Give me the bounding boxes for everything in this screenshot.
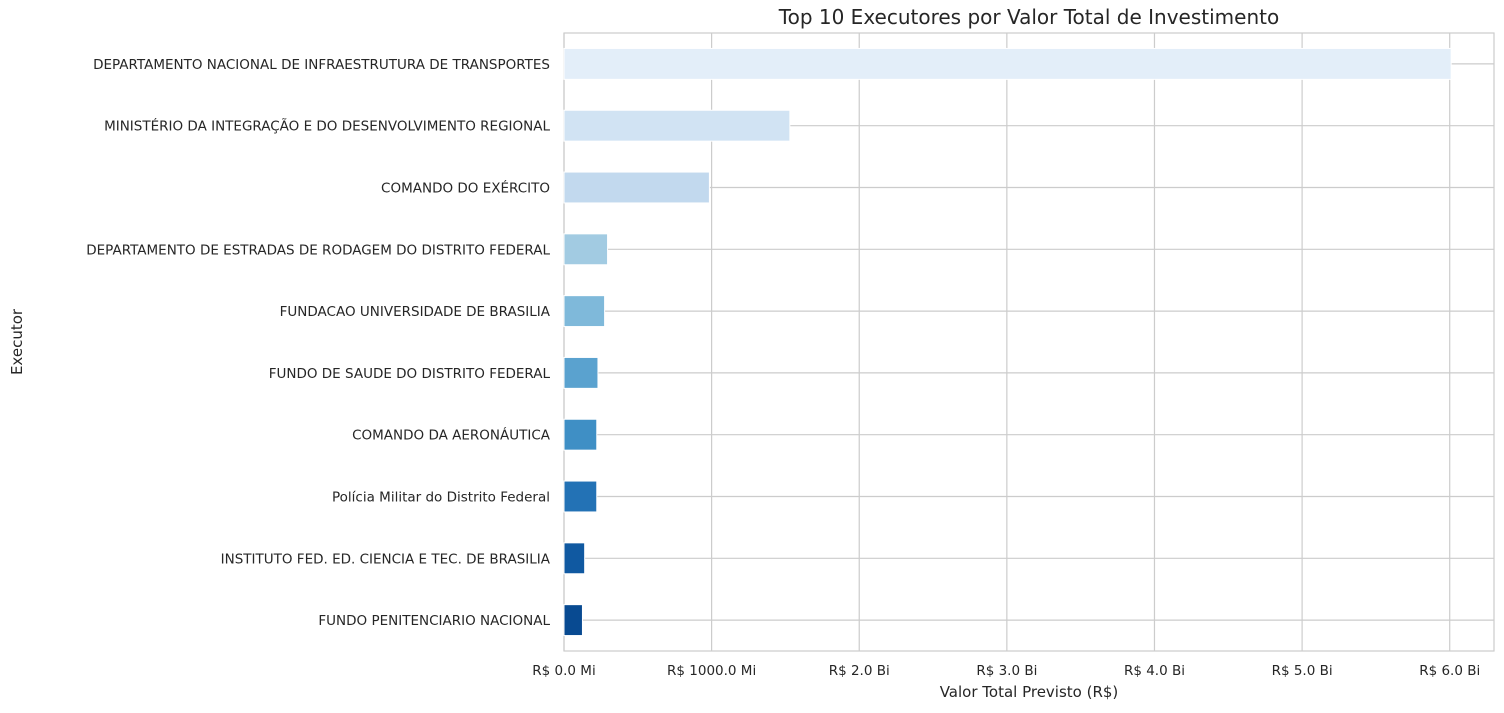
grid-lines [563,32,1495,652]
category-label: Polícia Militar do Distrito Federal [332,490,550,506]
bar [563,233,609,266]
y-axis-label: Executor [8,308,26,375]
bar [563,480,598,513]
x-tick-label: R$ 0.0 Mi [532,663,595,679]
chart-title: Top 10 Executores por Valor Total de Inv… [778,5,1279,29]
category-label: MINISTÉRIO DA INTEGRAÇÃO E DO DESENVOLVI… [104,118,550,135]
category-label: FUNDO DE SAUDE DO DISTRITO FEDERAL [269,366,551,382]
bar [563,47,1452,80]
bars [563,47,1452,637]
bar [563,418,598,451]
category-label: INSTITUTO FED. ED. CIENCIA E TEC. DE BRA… [221,551,551,567]
bar [563,171,710,204]
x-tick-label: R$ 6.0 Bi [1419,663,1480,679]
category-label: DEPARTAMENTO NACIONAL DE INFRAESTRUTURA … [93,57,550,73]
category-label: FUNDO PENITENCIARIO NACIONAL [318,613,550,629]
x-tick-label: R$ 2.0 Bi [829,663,890,679]
category-label: FUNDACAO UNIVERSIDADE DE BRASILIA [280,304,551,320]
bar [563,109,791,142]
x-tick-label: R$ 5.0 Bi [1272,663,1333,679]
bar [563,356,599,389]
x-tick-label: R$ 3.0 Bi [976,663,1037,679]
category-label: COMANDO DA AERONÁUTICA [352,427,551,444]
x-axis-ticks: R$ 0.0 Mi R$ 1000.0 Mi R$ 2.0 Bi R$ 3.0 Bi R… [532,663,1480,679]
plot-frame [563,32,1495,652]
x-tick-label: R$ 4.0 Bi [1124,663,1185,679]
x-axis-label: Valor Total Previsto (R$) [940,683,1119,701]
x-tick-label: R$ 1000.0 Mi [667,663,756,679]
category-label: DEPARTAMENTO DE ESTRADAS DE RODAGEM DO D… [86,242,550,258]
bar [563,542,586,575]
bar [563,295,606,328]
bar [563,604,583,637]
y-axis-categories: DEPARTAMENTO NACIONAL DE INFRAESTRUTURA … [86,57,551,629]
category-label: COMANDO DO EXÉRCITO [381,180,550,197]
